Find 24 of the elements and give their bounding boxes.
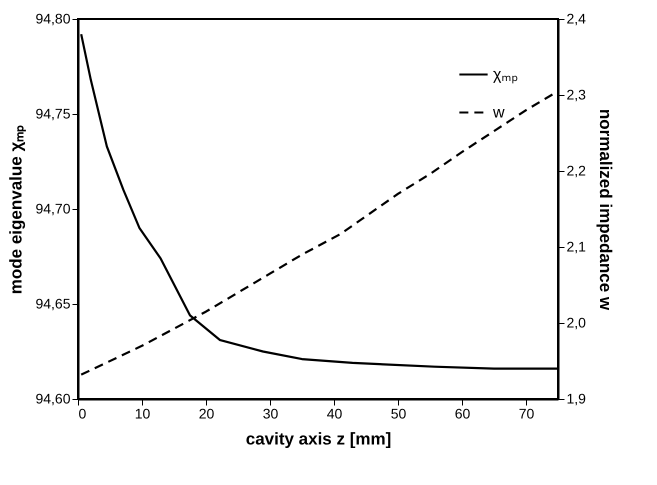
- x-axis-title: cavity axis z [mm]: [246, 430, 392, 448]
- y-tick-label: 94,70: [35, 200, 71, 216]
- x-tick-label: 30: [262, 406, 278, 422]
- legend-label: χₘₚ: [493, 66, 518, 84]
- y2-tick-label: 2,1: [566, 238, 586, 254]
- x-tick-label: 0: [78, 406, 86, 422]
- x-tick-label: 40: [326, 406, 342, 422]
- x-tick-label: 60: [454, 406, 470, 422]
- y2-tick-label: 1,9: [566, 390, 586, 406]
- y-tick-label: 94,60: [35, 390, 71, 406]
- y2-tick-label: 2,4: [566, 10, 586, 26]
- y2-tick-label: 2,2: [566, 162, 586, 178]
- x-tick-label: 70: [518, 406, 534, 422]
- x-tick-label: 20: [198, 406, 214, 422]
- y2-axis-title: normalized impedance w: [596, 108, 615, 311]
- y-axis-title: mode eigenvalue χₘₚ: [6, 124, 26, 294]
- y-tick-label: 94,80: [35, 10, 71, 26]
- y-tick-label: 94,75: [35, 106, 71, 122]
- legend-label: w: [492, 104, 505, 122]
- x-tick-label: 50: [390, 406, 406, 422]
- y-tick-label: 94,65: [35, 296, 71, 312]
- y2-tick-label: 2,0: [566, 314, 586, 330]
- y2-tick-label: 2,3: [566, 86, 586, 102]
- x-tick-label: 10: [134, 406, 150, 422]
